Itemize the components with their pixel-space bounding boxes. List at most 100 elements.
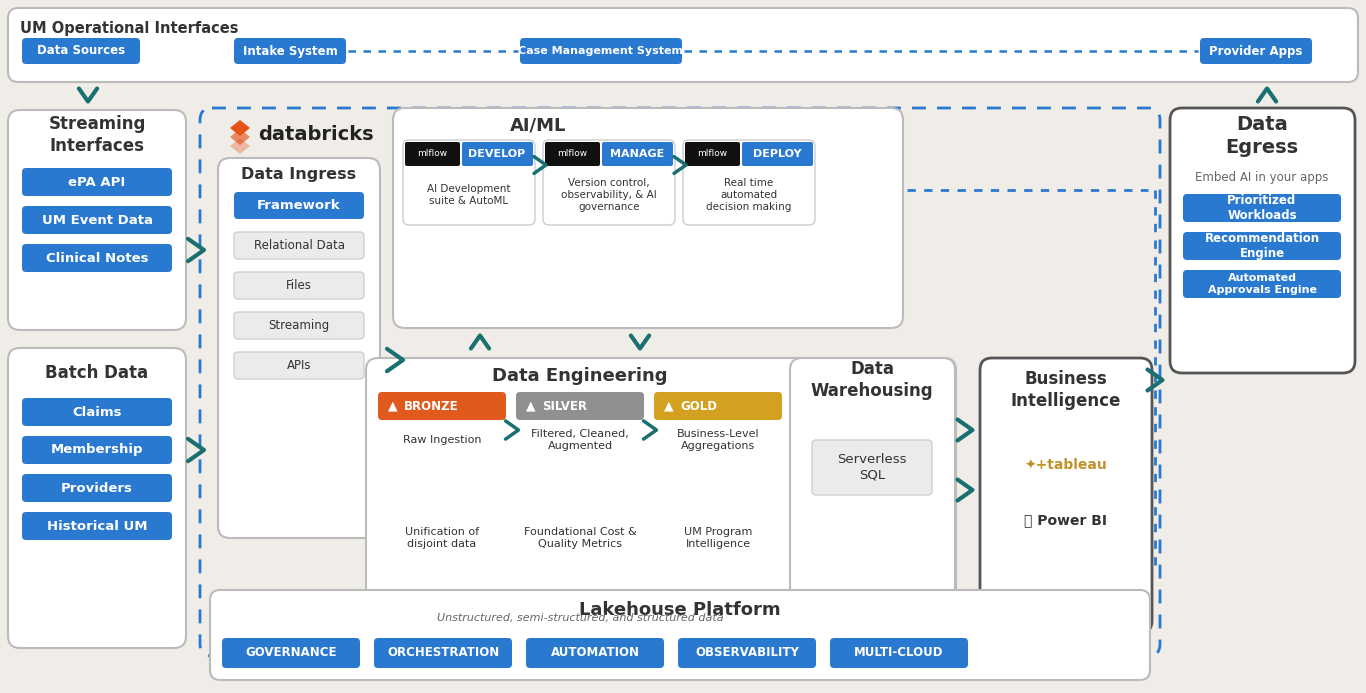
FancyBboxPatch shape	[520, 38, 682, 64]
Text: Batch Data: Batch Data	[45, 364, 149, 382]
Text: Provider Apps: Provider Apps	[1209, 44, 1303, 58]
Text: ✦+tableau: ✦+tableau	[1024, 458, 1108, 472]
Text: GOVERNANCE: GOVERNANCE	[246, 647, 337, 660]
FancyBboxPatch shape	[366, 358, 956, 633]
FancyBboxPatch shape	[404, 142, 460, 166]
FancyBboxPatch shape	[462, 142, 533, 166]
Text: Data Ingress: Data Ingress	[242, 168, 357, 182]
Polygon shape	[229, 120, 250, 136]
Text: Version control,
observability, & AI
governance: Version control, observability, & AI gov…	[561, 177, 657, 212]
Text: Historical UM: Historical UM	[46, 520, 148, 532]
Text: Prioritized
Workloads: Prioritized Workloads	[1227, 194, 1296, 222]
Text: APIs: APIs	[287, 359, 311, 372]
FancyBboxPatch shape	[234, 232, 363, 259]
Text: Real time
automated
decision making: Real time automated decision making	[706, 177, 792, 212]
Text: AI/ML: AI/ML	[510, 117, 567, 135]
FancyBboxPatch shape	[234, 352, 363, 379]
Text: SILVER: SILVER	[542, 399, 587, 412]
Text: ▲: ▲	[664, 399, 673, 412]
FancyBboxPatch shape	[1171, 108, 1355, 373]
FancyBboxPatch shape	[22, 38, 139, 64]
Text: Recommendation
Engine: Recommendation Engine	[1205, 231, 1320, 261]
Text: DEPLOY: DEPLOY	[753, 149, 802, 159]
FancyBboxPatch shape	[831, 638, 968, 668]
FancyBboxPatch shape	[22, 398, 172, 426]
FancyBboxPatch shape	[22, 168, 172, 196]
Text: Files: Files	[285, 279, 311, 292]
FancyBboxPatch shape	[234, 38, 346, 64]
Text: Membership: Membership	[51, 444, 143, 457]
Text: mlflow: mlflow	[697, 150, 727, 159]
FancyBboxPatch shape	[678, 638, 816, 668]
Text: BRONZE: BRONZE	[404, 399, 459, 412]
Text: AI Development
suite & AutoML: AI Development suite & AutoML	[428, 184, 511, 207]
Text: Providers: Providers	[61, 482, 133, 495]
Text: Unification of
disjoint data: Unification of disjoint data	[404, 527, 479, 549]
FancyBboxPatch shape	[393, 108, 903, 328]
Text: DEVELOP: DEVELOP	[469, 149, 526, 159]
Text: ePA API: ePA API	[68, 175, 126, 188]
FancyBboxPatch shape	[1183, 194, 1341, 222]
Text: Lakehouse Platform: Lakehouse Platform	[579, 601, 781, 619]
Text: ORCHESTRATION: ORCHESTRATION	[387, 647, 499, 660]
FancyBboxPatch shape	[22, 206, 172, 234]
Text: Automated
Approvals Engine: Automated Approvals Engine	[1208, 273, 1317, 295]
Text: Framework: Framework	[257, 199, 340, 212]
FancyBboxPatch shape	[1183, 270, 1341, 298]
Text: Data Engineering: Data Engineering	[492, 367, 668, 385]
Text: Case Management System: Case Management System	[519, 46, 683, 56]
FancyBboxPatch shape	[8, 348, 186, 648]
FancyBboxPatch shape	[1199, 38, 1311, 64]
FancyBboxPatch shape	[979, 358, 1152, 633]
Text: GOLD: GOLD	[680, 399, 717, 412]
FancyBboxPatch shape	[545, 142, 600, 166]
FancyBboxPatch shape	[22, 244, 172, 272]
FancyBboxPatch shape	[219, 158, 380, 538]
Text: Embed AI in your apps: Embed AI in your apps	[1195, 171, 1329, 184]
FancyBboxPatch shape	[811, 440, 932, 495]
FancyBboxPatch shape	[544, 140, 675, 225]
FancyBboxPatch shape	[790, 358, 955, 633]
FancyBboxPatch shape	[22, 474, 172, 502]
Text: AUTOMATION: AUTOMATION	[550, 647, 639, 660]
Text: UM Operational Interfaces: UM Operational Interfaces	[20, 21, 239, 35]
Text: Streaming: Streaming	[268, 319, 329, 332]
Text: Unstructured, semi-structured, and structured data: Unstructured, semi-structured, and struc…	[437, 613, 724, 623]
Text: ⬛ Power BI: ⬛ Power BI	[1024, 513, 1108, 527]
FancyBboxPatch shape	[602, 142, 673, 166]
FancyBboxPatch shape	[234, 272, 363, 299]
Text: Claims: Claims	[72, 405, 122, 419]
Text: Intake System: Intake System	[243, 44, 337, 58]
FancyBboxPatch shape	[234, 312, 363, 339]
Text: Foundational Cost &
Quality Metrics: Foundational Cost & Quality Metrics	[523, 527, 637, 549]
Text: UM Program
Intelligence: UM Program Intelligence	[684, 527, 753, 549]
Text: Clinical Notes: Clinical Notes	[45, 252, 149, 265]
Text: Business-Level
Aggregations: Business-Level Aggregations	[676, 429, 759, 451]
FancyBboxPatch shape	[742, 142, 813, 166]
FancyBboxPatch shape	[683, 140, 816, 225]
Text: Data
Warehousing: Data Warehousing	[810, 360, 933, 400]
FancyBboxPatch shape	[234, 192, 363, 219]
FancyBboxPatch shape	[8, 110, 186, 330]
Text: MANAGE: MANAGE	[609, 149, 664, 159]
Text: ▲: ▲	[526, 399, 535, 412]
Text: mlflow: mlflow	[557, 150, 587, 159]
FancyBboxPatch shape	[22, 512, 172, 540]
FancyBboxPatch shape	[684, 142, 740, 166]
FancyBboxPatch shape	[1183, 232, 1341, 260]
Text: Raw Ingestion: Raw Ingestion	[403, 435, 481, 445]
Text: OBSERVABILITY: OBSERVABILITY	[695, 647, 799, 660]
FancyBboxPatch shape	[223, 638, 361, 668]
Text: Data
Egress: Data Egress	[1225, 115, 1299, 157]
FancyBboxPatch shape	[526, 638, 664, 668]
Text: Filtered, Cleaned,
Augmented: Filtered, Cleaned, Augmented	[531, 429, 628, 451]
Text: mlflow: mlflow	[417, 150, 447, 159]
Text: Relational Data: Relational Data	[254, 239, 344, 252]
Text: Data Sources: Data Sources	[37, 44, 126, 58]
FancyBboxPatch shape	[8, 8, 1358, 82]
Text: UM Event Data: UM Event Data	[41, 213, 153, 227]
Polygon shape	[229, 129, 250, 145]
Text: Streaming
Interfaces: Streaming Interfaces	[48, 115, 146, 155]
FancyBboxPatch shape	[654, 392, 781, 420]
Text: MULTI-CLOUD: MULTI-CLOUD	[854, 647, 944, 660]
